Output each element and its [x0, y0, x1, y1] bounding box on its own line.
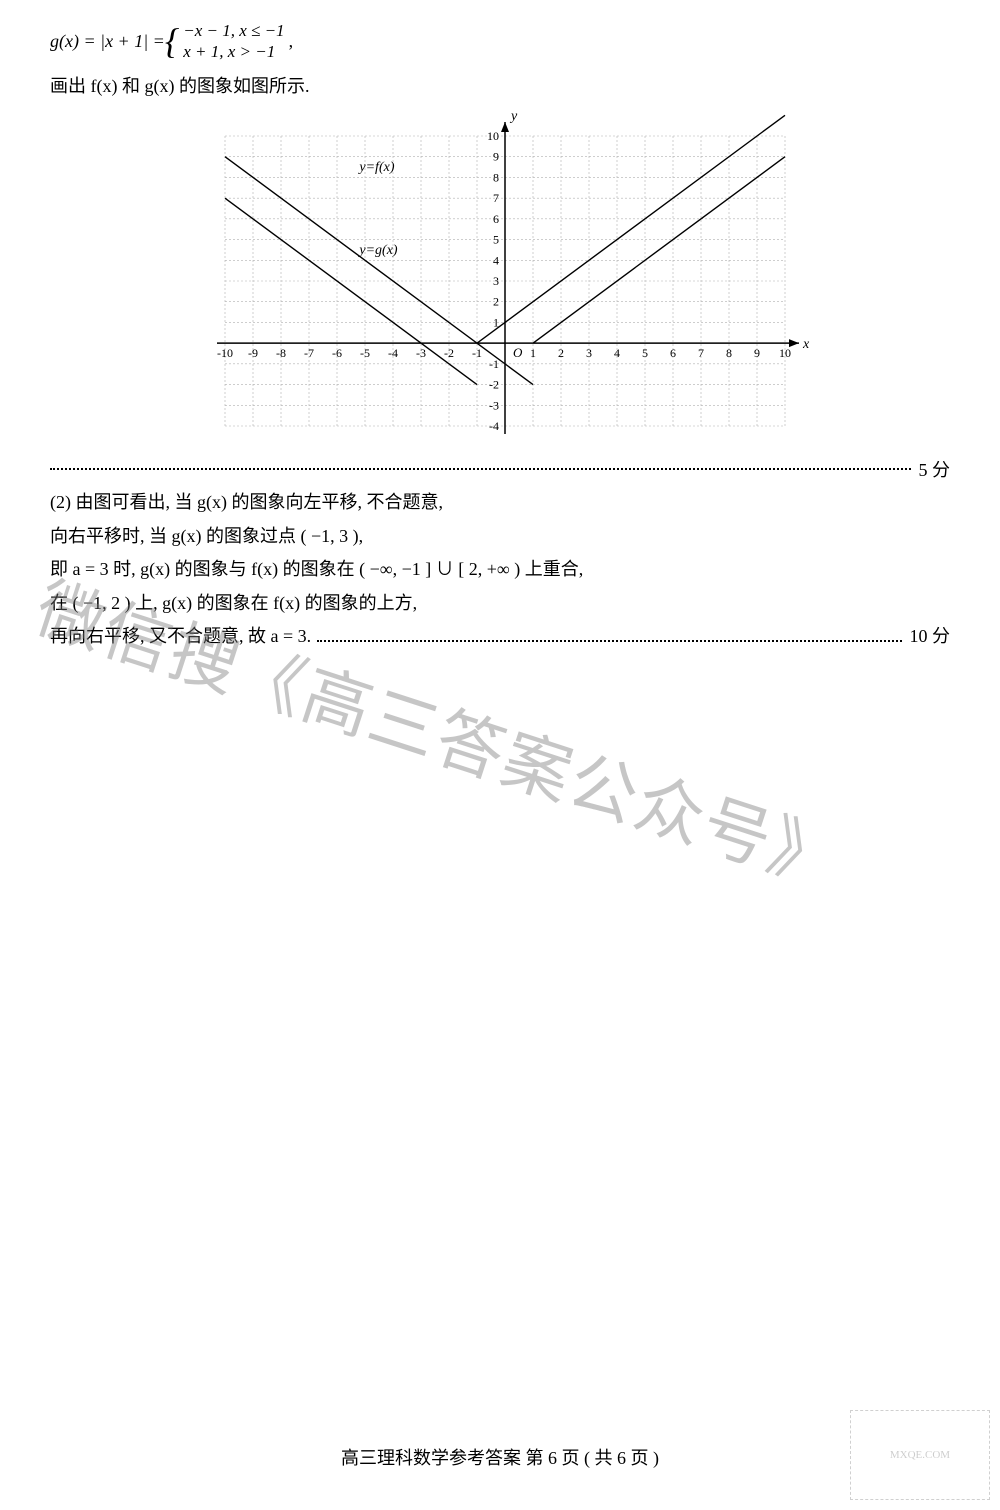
- chart-container: -10-9-8-7-6-5-4-3-2-112345678910-4-3-2-1…: [50, 111, 950, 451]
- svg-text:y=g(x): y=g(x): [357, 243, 398, 258]
- eq-lhs: g(x) = |x + 1| =: [50, 31, 165, 52]
- svg-text:-10: -10: [217, 346, 233, 360]
- svg-text:-2: -2: [444, 346, 454, 360]
- svg-text:-4: -4: [388, 346, 398, 360]
- intro-line: 画出 f(x) 和 g(x) 的图象如图所示.: [50, 71, 950, 102]
- svg-text:-1: -1: [472, 346, 482, 360]
- svg-text:1: 1: [530, 346, 536, 360]
- svg-text:-3: -3: [489, 398, 499, 412]
- svg-text:-4: -4: [489, 419, 499, 433]
- p2-line-3: 在 ( −1, 2 ) 上, g(x) 的图象在 f(x) 的图象的上方,: [50, 588, 950, 619]
- eq-top: −x − 1, x ≤ −1: [183, 20, 284, 41]
- piecewise-equation: g(x) = |x + 1| = { −x − 1, x ≤ −1 x + 1,…: [50, 20, 950, 63]
- score-10-text: 10 分: [910, 622, 951, 648]
- svg-text:7: 7: [493, 191, 499, 205]
- svg-text:9: 9: [493, 150, 499, 164]
- svg-text:-2: -2: [489, 378, 499, 392]
- svg-text:5: 5: [493, 233, 499, 247]
- svg-text:4: 4: [493, 253, 499, 267]
- svg-text:10: 10: [487, 129, 499, 143]
- svg-text:y=f(x): y=f(x): [357, 160, 394, 175]
- eq-suffix: ,: [289, 31, 294, 52]
- svg-text:3: 3: [586, 346, 592, 360]
- svg-text:7: 7: [698, 346, 704, 360]
- corner-brand-text: MXQE.COM: [890, 1449, 950, 1461]
- svg-text:-9: -9: [248, 346, 258, 360]
- svg-text:9: 9: [754, 346, 760, 360]
- function-chart: -10-9-8-7-6-5-4-3-2-112345678910-4-3-2-1…: [190, 111, 810, 451]
- svg-text:O: O: [513, 345, 523, 360]
- svg-text:4: 4: [614, 346, 620, 360]
- score-line-5: 5 分: [50, 456, 950, 482]
- svg-text:-3: -3: [416, 346, 426, 360]
- svg-text:x: x: [802, 337, 810, 352]
- brace: {: [165, 27, 179, 56]
- svg-text:6: 6: [670, 346, 676, 360]
- svg-text:8: 8: [493, 171, 499, 185]
- svg-text:-8: -8: [276, 346, 286, 360]
- svg-text:-5: -5: [360, 346, 370, 360]
- svg-text:8: 8: [726, 346, 732, 360]
- svg-text:-6: -6: [332, 346, 342, 360]
- score-line-10: 再向右平移, 又不合题意, 故 a = 3. 10 分: [50, 621, 950, 655]
- score-5-text: 5 分: [919, 456, 951, 482]
- corner-brand: MXQE.COM: [850, 1410, 990, 1500]
- svg-text:y: y: [509, 111, 518, 124]
- svg-text:6: 6: [493, 212, 499, 226]
- svg-text:-7: -7: [304, 346, 314, 360]
- p2-line-1: 向右平移时, 当 g(x) 的图象过点 ( −1, 3 ),: [50, 521, 950, 552]
- p2-line-0: (2) 由图可看出, 当 g(x) 的图象向左平移, 不合题意,: [50, 487, 950, 518]
- dotted-leader-2: [317, 640, 901, 642]
- eq-bottom: x + 1, x > −1: [183, 41, 284, 62]
- svg-text:5: 5: [642, 346, 648, 360]
- svg-text:2: 2: [493, 295, 499, 309]
- dotted-leader: [50, 468, 911, 470]
- svg-text:3: 3: [493, 274, 499, 288]
- svg-text:10: 10: [779, 346, 791, 360]
- p2-line-2: 即 a = 3 时, g(x) 的图象与 f(x) 的图象在 ( −∞, −1 …: [50, 554, 950, 585]
- svg-text:2: 2: [558, 346, 564, 360]
- p2-line-last: 再向右平移, 又不合题意, 故 a = 3.: [50, 621, 311, 652]
